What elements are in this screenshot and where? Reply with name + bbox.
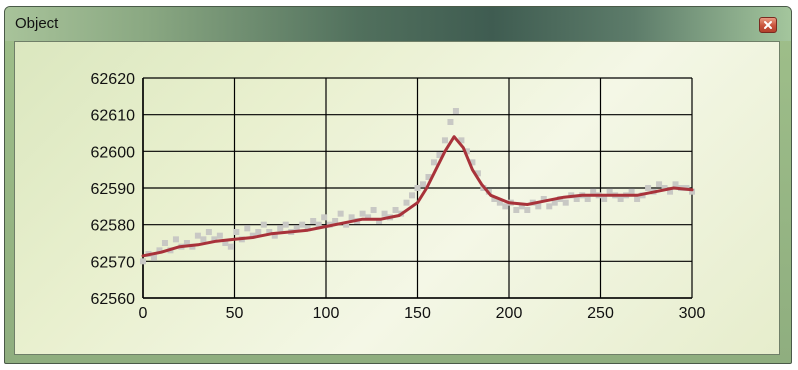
data-point	[436, 152, 443, 158]
data-point	[194, 232, 201, 239]
data-point	[348, 214, 355, 221]
data-point	[590, 188, 597, 195]
window-title: Object	[15, 15, 59, 32]
x-tick-label: 100	[313, 305, 340, 322]
data-point	[205, 229, 212, 235]
object-window: Object 0 50 100 150 200 250 300 62560 62570 62580…	[4, 6, 792, 364]
data-point	[584, 196, 591, 202]
data-point	[315, 221, 322, 228]
data-point	[601, 196, 608, 202]
series-line	[141, 135, 694, 258]
y-tick-label: 62600	[91, 144, 136, 161]
x-tick-label: 0	[139, 305, 148, 322]
data-point	[343, 221, 350, 228]
data-point	[216, 232, 223, 239]
data-point	[645, 185, 652, 191]
data-point	[150, 254, 157, 261]
data-point	[656, 181, 663, 188]
chart-area: 0 50 100 150 200 250 300 62560 62570 62580 62590 62…	[14, 41, 780, 355]
y-tick-label: 62590	[91, 181, 136, 198]
data-point	[156, 247, 163, 254]
data-point	[502, 203, 509, 210]
y-tick-label: 62560	[91, 291, 136, 308]
data-point	[551, 199, 558, 206]
data-point	[689, 188, 695, 195]
data-point	[293, 225, 300, 232]
data-point	[227, 243, 234, 250]
data-point	[469, 159, 476, 166]
y-tick-label: 62610	[91, 108, 136, 125]
data-point	[430, 159, 437, 166]
data-point	[496, 199, 503, 206]
data-point	[249, 232, 256, 239]
data-point	[403, 199, 410, 206]
y-tick-label: 62580	[91, 218, 136, 235]
data-point	[463, 148, 470, 155]
data-point	[359, 210, 366, 217]
x-tick-label: 300	[679, 305, 706, 322]
data-point	[370, 207, 377, 213]
data-point	[381, 210, 388, 217]
data-point	[562, 199, 569, 206]
data-point	[414, 185, 421, 191]
data-point	[365, 214, 372, 221]
data-point	[540, 196, 547, 202]
y-tick-label: 62620	[91, 71, 136, 88]
data-point	[452, 108, 459, 114]
x-tick-label: 200	[496, 305, 523, 322]
data-point	[617, 196, 624, 202]
data-point	[172, 236, 179, 243]
data-point	[628, 188, 635, 195]
data-point	[140, 258, 146, 265]
data-point	[233, 229, 240, 235]
x-tick-label: 50	[226, 305, 244, 322]
data-point	[458, 137, 465, 144]
x-tick-label: 250	[587, 305, 614, 322]
data-point	[573, 196, 580, 202]
data-point	[474, 170, 481, 177]
data-point	[392, 207, 399, 213]
x-tick-label: 150	[404, 305, 431, 322]
data-point	[634, 196, 641, 202]
data-point	[211, 236, 218, 243]
data-point	[441, 137, 448, 144]
data-point	[337, 210, 344, 217]
data-point	[513, 207, 520, 213]
data-point	[277, 225, 284, 232]
title-bar[interactable]: Object	[5, 7, 791, 41]
data-point	[266, 229, 273, 235]
data-point	[419, 181, 426, 188]
data-point	[376, 218, 383, 224]
data-point	[606, 188, 613, 195]
data-point	[183, 240, 190, 246]
data-point	[409, 192, 416, 199]
data-point	[310, 218, 317, 224]
data-point	[244, 225, 251, 232]
close-icon	[764, 21, 772, 29]
data-point	[161, 240, 168, 246]
data-point	[425, 174, 432, 180]
close-button[interactable]	[759, 17, 777, 33]
chart: 0 50 100 150 200 250 300 62560 62570 62580 62590 62…	[91, 71, 706, 322]
data-point	[667, 188, 674, 195]
data-point	[222, 240, 229, 246]
y-tick-label: 62570	[91, 254, 136, 271]
data-point	[661, 185, 668, 191]
data-point	[271, 232, 278, 239]
data-point	[491, 196, 498, 202]
data-point	[518, 203, 525, 210]
data-point	[282, 221, 289, 228]
data-point	[524, 207, 531, 213]
data-point	[321, 214, 328, 221]
data-point	[332, 218, 339, 224]
data-point	[546, 203, 553, 210]
data-point	[672, 181, 679, 188]
data-point	[255, 229, 262, 235]
data-point	[447, 119, 454, 125]
data-point	[200, 236, 207, 243]
data-point	[535, 203, 542, 210]
data-point	[304, 225, 311, 232]
data-point	[299, 221, 306, 228]
data-point	[260, 221, 267, 228]
